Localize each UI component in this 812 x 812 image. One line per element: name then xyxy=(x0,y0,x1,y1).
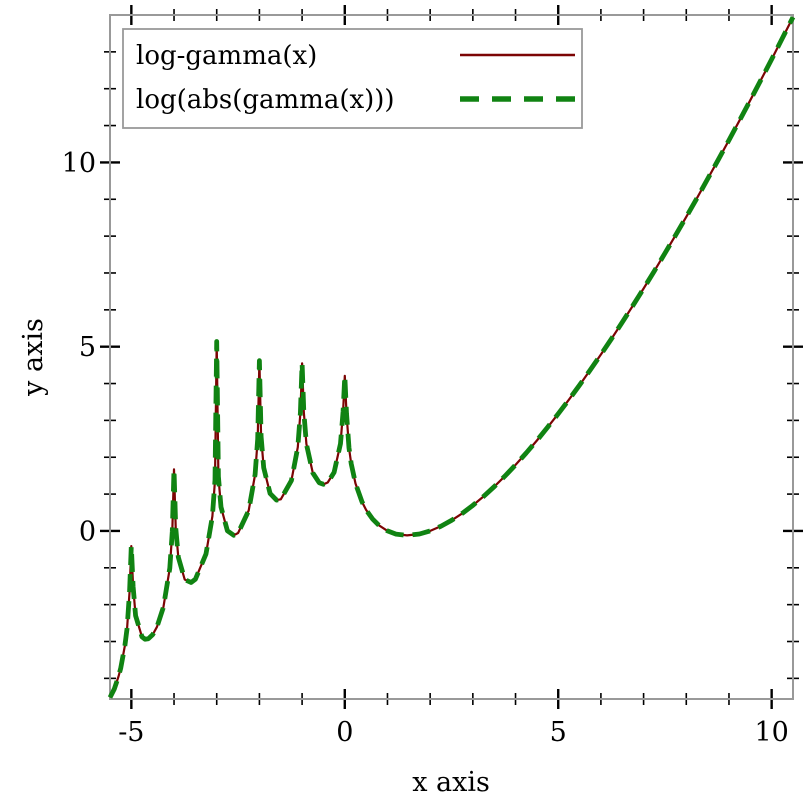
log-abs-gamma-line xyxy=(107,16,796,699)
legend-label-log-abs-gamma: log(abs(gamma(x))) xyxy=(136,85,395,115)
y-axis-label: y axis xyxy=(18,318,49,397)
legend-box xyxy=(122,28,583,129)
legend: log-gamma(x) log(abs(gamma(x))) xyxy=(122,28,583,129)
x-axis-label: x axis xyxy=(412,767,490,798)
x-tick-label: 5 xyxy=(550,717,567,748)
y-tick-label: 10 xyxy=(62,148,96,179)
x-tick-label: -5 xyxy=(118,717,144,748)
tick-labels: -5 0 5 10 0 5 10 xyxy=(62,148,789,748)
plot-frame xyxy=(109,14,794,700)
curves xyxy=(107,16,796,699)
legend-label-log-gamma: log-gamma(x) xyxy=(136,41,317,71)
y-tick-label: 5 xyxy=(79,332,96,363)
y-tick-label: 0 xyxy=(79,516,96,547)
x-tick-label: 10 xyxy=(754,717,788,748)
x-tick-label: 0 xyxy=(336,717,353,748)
